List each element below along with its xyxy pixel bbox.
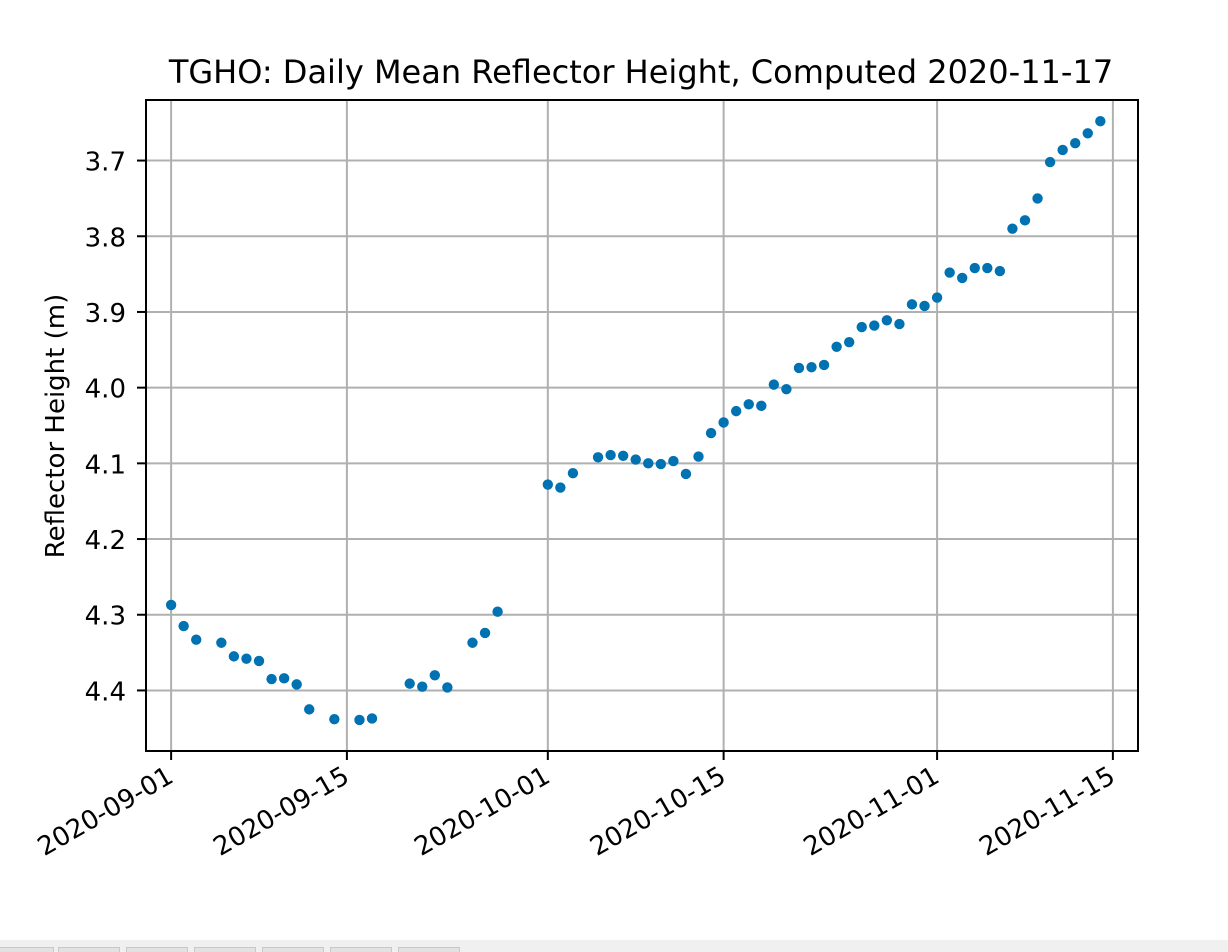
- data-point: [919, 300, 930, 312]
- data-point: [542, 479, 554, 490]
- data-point: [869, 320, 880, 331]
- data-point: [567, 467, 579, 479]
- data-point: [165, 599, 177, 611]
- grid-lines: [146, 100, 1138, 751]
- x-tick-label: 2020-09-15: [209, 761, 355, 863]
- data-point: [718, 417, 729, 428]
- data-point: [1007, 223, 1018, 234]
- data-point: [881, 315, 893, 326]
- data-point: [630, 454, 641, 465]
- data-point: [1044, 156, 1056, 168]
- data-point: [266, 673, 277, 685]
- data-point: [957, 272, 968, 284]
- x-tick-label: 2020-11-01: [799, 761, 945, 863]
- data-point: [417, 681, 428, 692]
- data-point: [994, 265, 1006, 277]
- y-tick-label: 3.7: [85, 148, 126, 178]
- taskbar-tab[interactable]: [194, 947, 256, 952]
- data-point: [705, 427, 717, 439]
- x-tick-label: 2020-10-01: [409, 761, 555, 863]
- x-tick-label: 2020-09-01: [33, 761, 179, 863]
- taskbar-tab[interactable]: [262, 947, 324, 952]
- data-point: [304, 704, 315, 715]
- data-point: [429, 670, 441, 681]
- data-point: [756, 400, 767, 412]
- data-point: [906, 299, 918, 310]
- y-tick-label: 3.9: [85, 299, 126, 329]
- y-tick-label: 4.0: [85, 375, 126, 405]
- data-point: [1032, 193, 1043, 204]
- taskbar-tab[interactable]: [398, 947, 460, 952]
- data-point: [1070, 137, 1081, 149]
- data-point: [467, 637, 478, 648]
- taskbar-strip: [0, 940, 1228, 952]
- data-point: [693, 451, 704, 462]
- data-point: [730, 405, 742, 417]
- data-point: [178, 620, 189, 632]
- data-point: [492, 606, 503, 617]
- data-point: [982, 262, 993, 274]
- data-point: [191, 634, 202, 645]
- x-axis: 2020-09-01 2020-09-15 2020-10-01 2020-10-15…: [33, 751, 1121, 863]
- taskbar-tab[interactable]: [330, 947, 392, 952]
- data-point: [668, 455, 679, 467]
- data-point: [781, 383, 792, 395]
- data-point: [291, 679, 302, 690]
- y-tick-label: 4.2: [85, 526, 126, 556]
- data-point: [329, 714, 340, 725]
- data-point: [680, 468, 692, 480]
- taskbar-tab[interactable]: [58, 947, 120, 952]
- y-tick-label: 4.4: [85, 677, 126, 707]
- data-point: [768, 379, 780, 390]
- y-axis-label: Reflector Height (m): [41, 294, 71, 558]
- data-point: [278, 673, 290, 684]
- data-point: [366, 713, 378, 724]
- data-point: [843, 337, 855, 348]
- y-axis: 3.7 3.8 3.9 4.0 4.1 4.2 4.3 4.4: [85, 148, 146, 707]
- data-point: [655, 458, 667, 470]
- data-point: [818, 359, 830, 371]
- data-point: [1095, 115, 1106, 127]
- data-point: [404, 678, 415, 689]
- data-point: [216, 637, 227, 648]
- data-point: [806, 362, 817, 373]
- x-tick-label: 2020-10-15: [585, 761, 731, 863]
- data-point: [969, 262, 980, 274]
- data-point: [241, 653, 252, 664]
- data-point: [479, 627, 491, 639]
- plot-area-frame: [145, 99, 1139, 752]
- data-point: [442, 682, 453, 693]
- y-tick-label: 4.1: [85, 450, 126, 480]
- chart-title: TGHO: Daily Mean Reflector Height, Compu…: [168, 53, 1113, 91]
- data-point: [228, 651, 240, 662]
- data-point: [1082, 128, 1093, 139]
- data-point: [643, 458, 654, 469]
- data-point: [944, 267, 955, 278]
- data-point: [856, 321, 867, 333]
- data-point: [1057, 144, 1068, 156]
- data-point: [592, 452, 604, 463]
- taskbar-tab[interactable]: [0, 947, 54, 952]
- x-tick-label: 2020-11-15: [975, 761, 1121, 863]
- data-point: [931, 292, 943, 303]
- data-point: [743, 399, 754, 410]
- data-point: [555, 482, 566, 493]
- y-tick-label: 3.8: [85, 223, 126, 253]
- data-point: [354, 714, 365, 726]
- data-points: [165, 115, 1106, 726]
- data-point: [605, 449, 616, 461]
- data-point: [253, 655, 265, 667]
- data-point: [894, 318, 905, 330]
- taskbar-tab[interactable]: [126, 947, 188, 952]
- data-point: [617, 450, 629, 461]
- data-point: [793, 362, 805, 374]
- data-point: [831, 341, 842, 352]
- y-tick-label: 4.3: [85, 602, 126, 632]
- data-point: [1019, 215, 1031, 226]
